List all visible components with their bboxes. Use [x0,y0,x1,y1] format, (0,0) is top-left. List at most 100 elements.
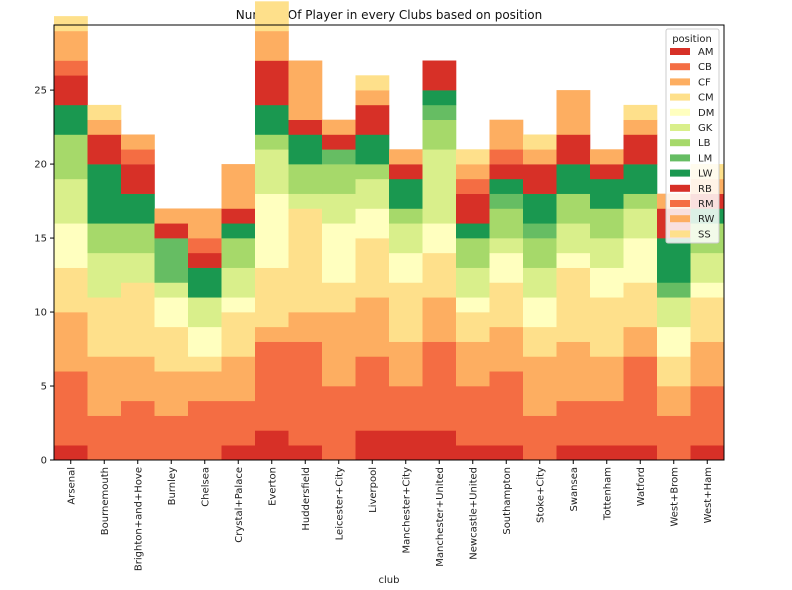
legend-swatch [670,230,690,238]
bar-segment [322,164,356,194]
bar-segment [623,208,658,239]
x-tick-label: Arsenal [66,467,77,505]
bar-segment [355,238,390,298]
bar-segment [54,104,88,135]
bar-segment [456,386,490,446]
bar-segment [54,312,88,372]
bar-segment [87,252,122,298]
legend: position AM CB CF CM DM GK LB LM LW RB RM RW SS [665,28,720,244]
bar-segment [121,356,155,402]
bar-segment [121,134,155,150]
bar-segment [121,252,155,283]
bar-segment [188,400,222,461]
legend-label: CB [698,62,712,73]
legend-label: LM [698,153,712,164]
bar-segment [456,312,490,342]
bar-segment [623,238,658,283]
bar-segment [523,238,557,268]
bar-segment [422,297,457,342]
bar-segment [690,282,725,298]
bar-segment [489,119,524,150]
bar-segment [590,297,624,357]
bar-segment [355,134,390,165]
bar-segment [255,267,289,328]
bar-segment [489,445,524,461]
bar-segment [121,149,155,165]
bar-segment [389,178,423,209]
bar-segment [389,223,423,254]
bar-segment [255,341,289,431]
bar-segment [657,297,691,328]
bar-segment [523,149,557,165]
bar-segment [188,371,222,402]
legend-label: CF [698,77,711,88]
bar-segment [322,312,356,387]
bar-segment [355,297,390,357]
chart-title: Number Of Player in every Clubs based on… [236,8,542,22]
bar-segment [255,193,289,268]
legend-title: position [672,34,712,45]
bar-segment [288,208,323,313]
bar-segment [556,400,591,446]
bar-segment [422,60,457,91]
bar-segment [322,119,356,135]
bar-segment [590,267,624,298]
bar-segment [456,238,490,268]
bar-segment [690,445,725,461]
bar-segment [523,193,557,224]
bar-segment [355,104,390,135]
bar-segment [389,386,423,431]
bar-segment [623,193,658,209]
bar-segment [623,282,658,328]
bar-segment [54,445,88,461]
bar-segment [590,164,624,180]
bar-segment [422,223,457,254]
bar-segment [556,445,591,461]
bar-segment [556,193,591,224]
bar-segment [355,356,390,431]
bar-segment [54,75,88,106]
bar-segment [54,371,88,446]
bar-segment [590,208,624,239]
bar-segment [556,164,591,194]
bar-segment [121,223,155,254]
bar-segment [221,297,256,313]
bar-segment [489,282,524,328]
x-tick-label: Leicester+City [334,467,345,540]
bar-segment [255,134,289,150]
bar-segment [690,297,725,342]
legend-label: GK [698,123,713,134]
legend-swatch [670,108,690,116]
legend-label: RB [698,184,712,195]
bar-segment [322,223,356,283]
bar-segment [523,164,557,194]
bar-segment [623,356,658,446]
x-tick-label: Bournemouth [100,467,111,535]
bar-segment [657,386,691,416]
bar-segment [556,223,591,254]
x-axis-title: club [379,575,400,586]
bar-segment [489,238,524,254]
bar-segment [54,267,88,313]
bar-segment [355,208,390,239]
plot-frame [53,24,725,461]
x-tick-label: Burnley [167,467,178,505]
bar-segment [221,267,256,298]
bar-segment [556,341,591,402]
bar-segment [255,60,289,106]
bar-segment [322,149,356,165]
bar-segment [288,341,323,446]
bar-segment [657,238,691,283]
bar-segment [221,312,256,357]
bar-segment [54,60,88,76]
bar-segment [87,134,122,165]
bar-segment [456,223,490,239]
bar-segment [188,356,222,372]
legend-box [665,28,720,244]
bar-segment [322,134,356,150]
bar-segment [623,445,658,461]
bar-segment [623,326,658,357]
bar-segment [221,164,256,209]
bar-segment [54,16,88,32]
